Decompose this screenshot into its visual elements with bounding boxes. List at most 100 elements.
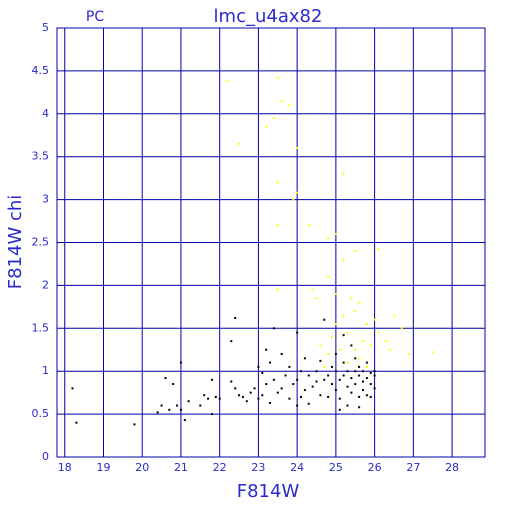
data-point xyxy=(303,357,306,360)
data-point xyxy=(361,370,364,373)
data-point xyxy=(315,380,318,383)
data-point xyxy=(358,357,361,360)
data-point xyxy=(133,423,136,426)
data-point xyxy=(307,374,310,377)
y-tick-label: 2.5 xyxy=(32,236,50,249)
data-point xyxy=(280,353,283,356)
x-tick-label: 25 xyxy=(329,461,343,474)
x-tick-label: 24 xyxy=(290,461,304,474)
data-point xyxy=(280,99,283,102)
data-point xyxy=(342,374,345,377)
data-point xyxy=(346,331,349,334)
data-point xyxy=(365,361,368,364)
data-point xyxy=(338,408,341,411)
data-point xyxy=(369,395,372,398)
y-tick-label: 3.5 xyxy=(32,150,50,163)
data-point xyxy=(365,377,368,380)
data-point xyxy=(257,365,260,368)
data-point xyxy=(346,370,349,373)
data-point xyxy=(199,404,202,407)
data-point xyxy=(369,383,372,386)
data-point xyxy=(389,348,392,351)
data-point xyxy=(176,404,179,407)
data-point xyxy=(269,401,272,404)
x-tick-label: 19 xyxy=(96,461,110,474)
y-axis-label: F814W chi xyxy=(5,195,26,290)
data-point xyxy=(331,383,334,386)
data-point xyxy=(226,80,229,83)
data-point xyxy=(365,365,368,368)
data-point xyxy=(323,378,326,381)
data-point xyxy=(288,365,291,368)
data-point xyxy=(265,383,268,386)
data-point xyxy=(261,371,264,374)
data-point xyxy=(156,411,159,414)
x-tick-label: 23 xyxy=(251,461,265,474)
data-point xyxy=(358,406,361,409)
data-point xyxy=(164,377,167,380)
data-point xyxy=(327,237,330,240)
data-point xyxy=(327,275,330,278)
data-point xyxy=(75,421,78,424)
data-point xyxy=(338,378,341,381)
x-tick-label: 27 xyxy=(406,461,420,474)
data-point xyxy=(214,395,217,398)
data-point xyxy=(257,397,260,400)
data-point xyxy=(408,353,411,356)
data-point xyxy=(331,335,334,338)
data-point xyxy=(238,142,241,145)
data-point xyxy=(210,413,213,416)
data-point xyxy=(377,248,380,251)
data-point xyxy=(296,378,299,381)
data-point xyxy=(315,370,318,373)
data-point xyxy=(354,357,357,360)
data-point xyxy=(71,387,74,390)
data-point xyxy=(296,147,299,150)
data-point xyxy=(373,374,376,377)
data-point xyxy=(296,331,299,334)
y-tick-label: 3 xyxy=(42,193,49,206)
data-point xyxy=(342,314,345,317)
data-point xyxy=(400,327,403,330)
data-point xyxy=(249,391,252,394)
y-tick-label: 0 xyxy=(42,450,49,463)
data-point xyxy=(311,385,314,388)
data-point xyxy=(334,292,337,295)
data-point xyxy=(288,397,291,400)
data-point xyxy=(365,394,368,397)
data-point xyxy=(300,370,303,373)
data-point xyxy=(350,344,353,347)
data-point xyxy=(319,344,322,347)
data-point xyxy=(272,327,275,330)
x-tick-label: 18 xyxy=(58,461,72,474)
data-point xyxy=(179,408,182,411)
data-point xyxy=(354,383,357,386)
data-point xyxy=(269,361,272,364)
data-point xyxy=(307,402,310,405)
y-tick-label: 1.5 xyxy=(32,321,50,334)
data-point xyxy=(245,400,248,403)
data-point xyxy=(238,394,241,397)
data-point xyxy=(346,385,349,388)
data-point xyxy=(385,340,388,343)
plot-frame xyxy=(56,27,486,458)
data-point xyxy=(311,288,314,291)
data-point xyxy=(334,370,337,373)
data-point xyxy=(172,383,175,386)
x-axis-label: F814W xyxy=(237,481,300,502)
data-point xyxy=(373,318,376,321)
y-tick-label: 5 xyxy=(42,21,49,34)
y-tick-label: 1 xyxy=(42,364,49,377)
data-point xyxy=(207,397,210,400)
chart-subtitle: PC xyxy=(86,9,104,25)
data-point xyxy=(272,117,275,120)
y-tick-label: 4 xyxy=(42,107,49,120)
data-point xyxy=(253,387,256,390)
data-point xyxy=(168,408,171,411)
data-point xyxy=(358,374,361,377)
data-point xyxy=(284,374,287,377)
data-point xyxy=(334,389,337,392)
data-point xyxy=(323,365,326,368)
data-point xyxy=(276,76,279,79)
